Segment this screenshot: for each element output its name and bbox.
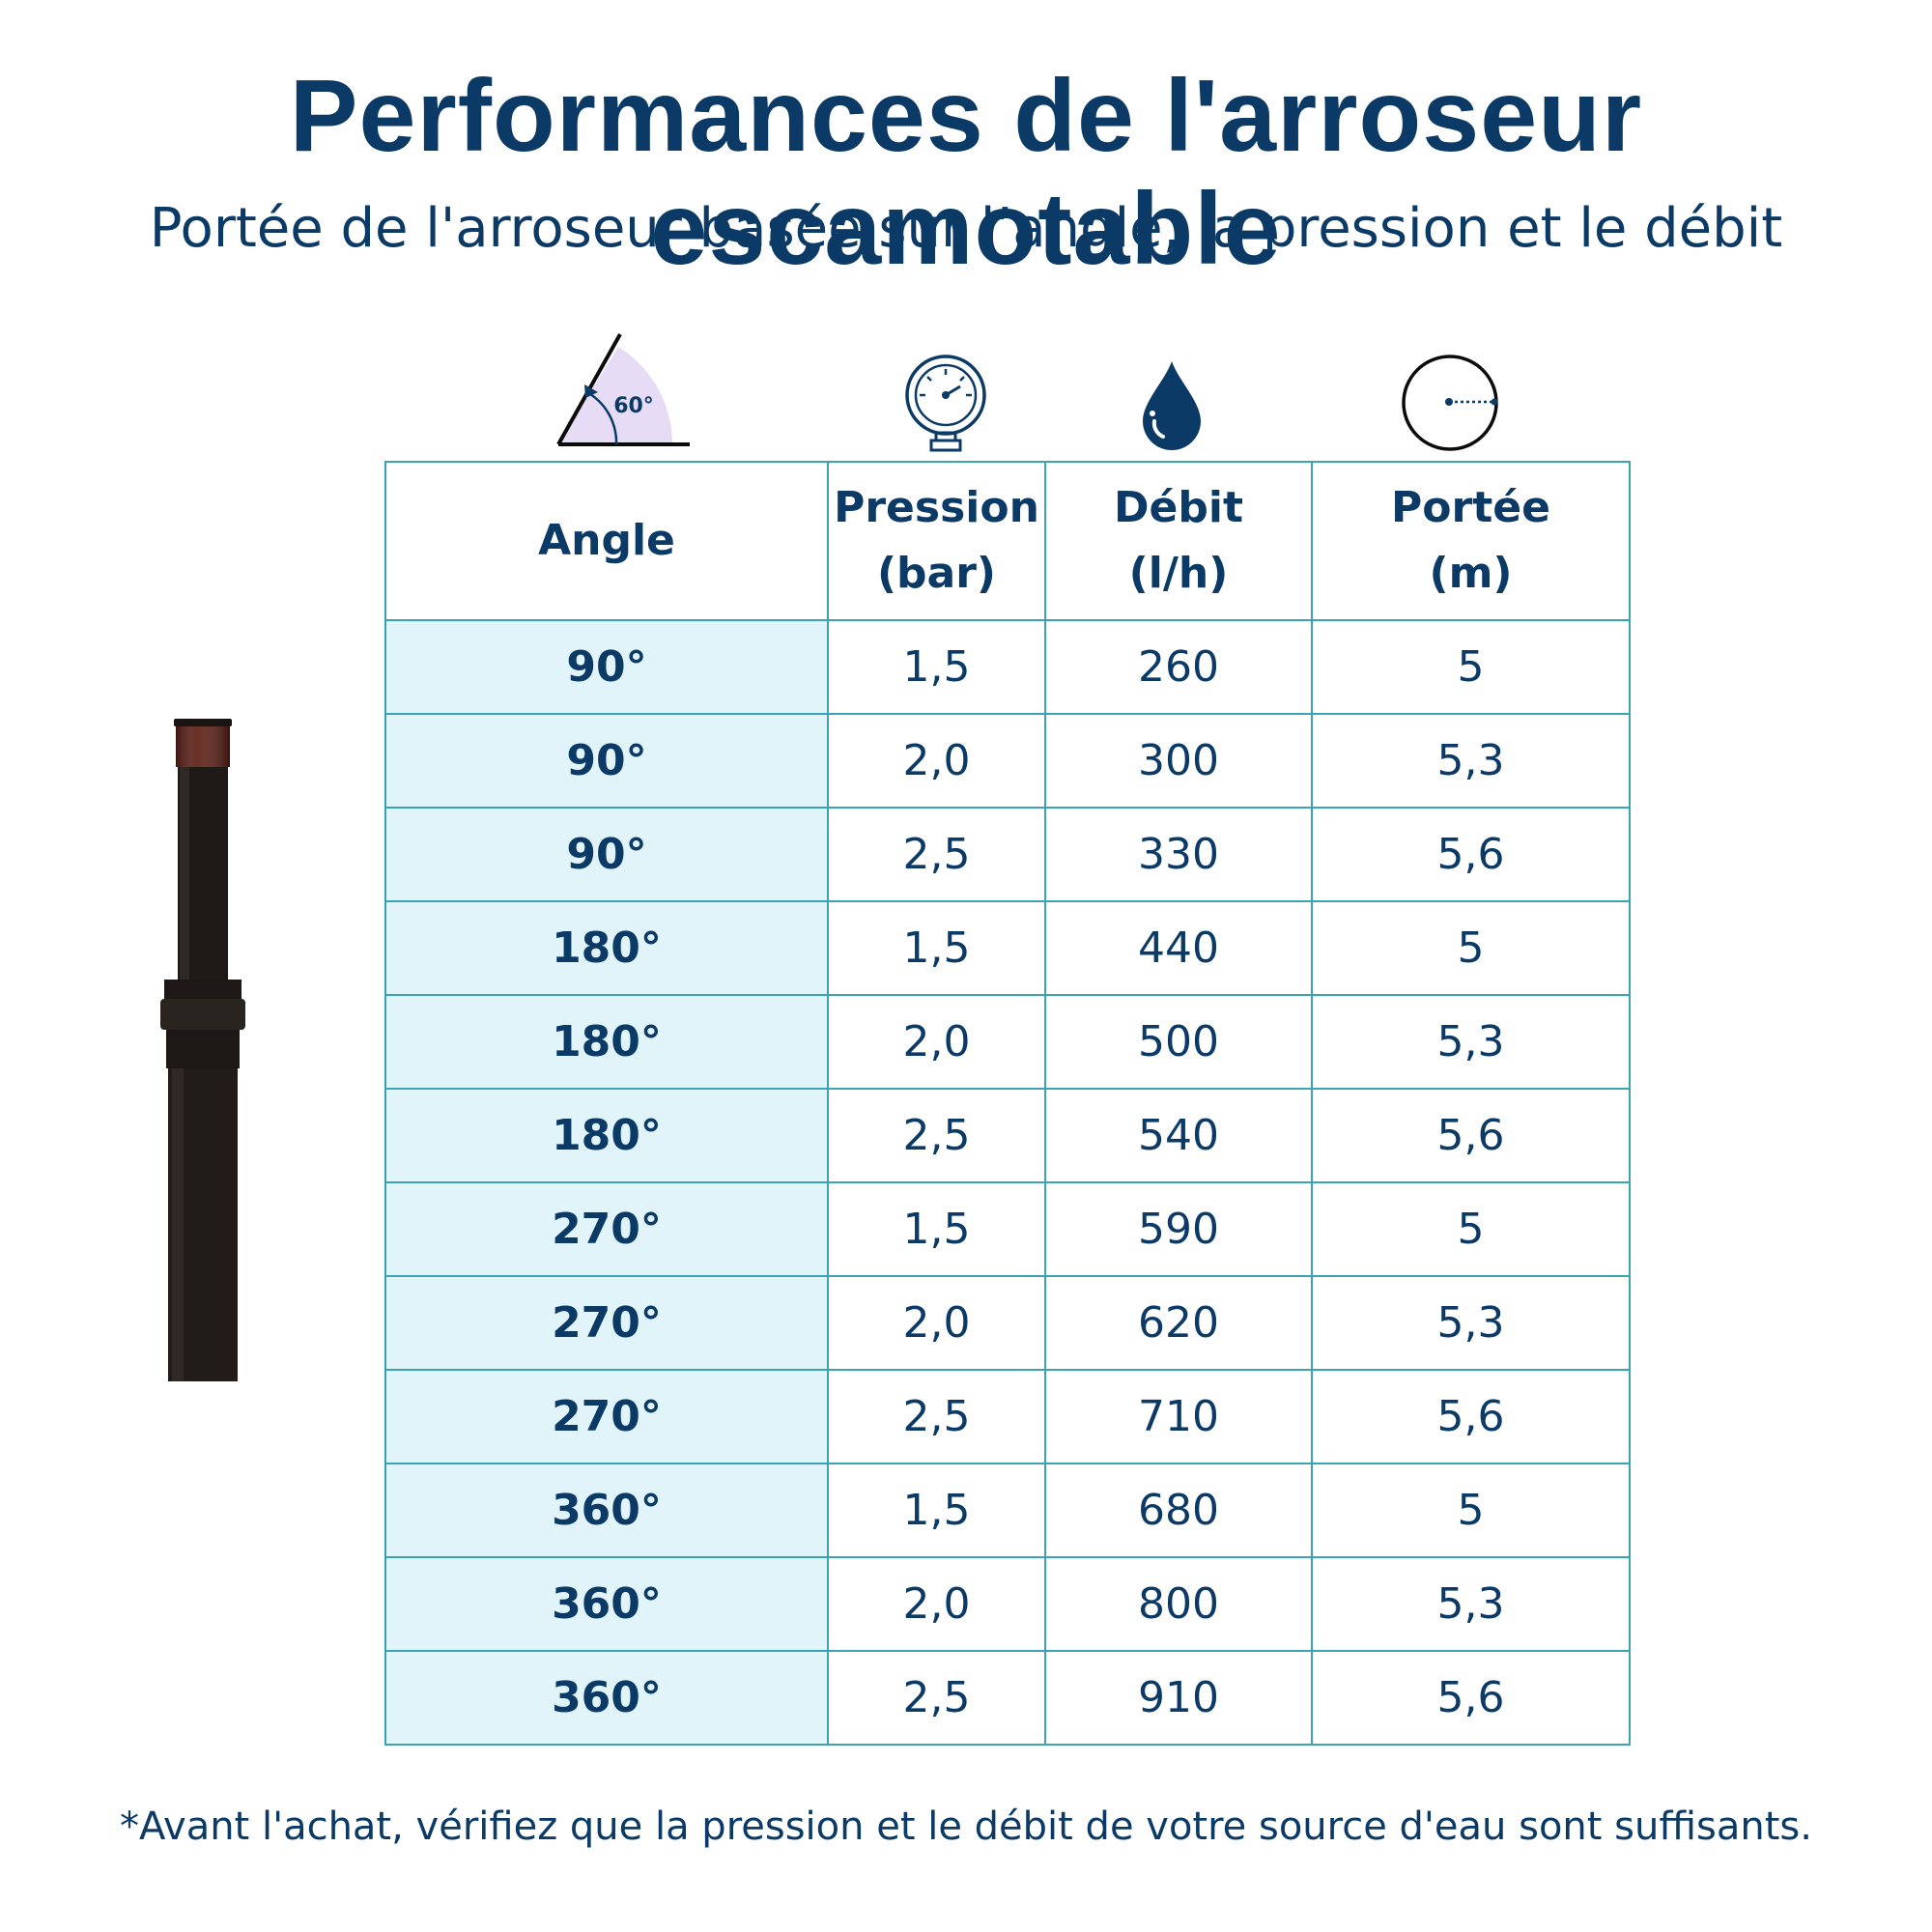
- header-pressure-line2: (bar): [876, 549, 997, 598]
- cell-flow: 590: [1044, 1181, 1313, 1277]
- header-angle: Angle: [384, 461, 829, 621]
- cell-range: 5: [1311, 1181, 1631, 1277]
- cell-range: 5,3: [1311, 1556, 1631, 1652]
- table-row: 270° 2,5 710 5,6: [384, 1369, 1631, 1464]
- cell-angle: 90°: [384, 807, 829, 902]
- cell-pressure: 1,5: [827, 1181, 1046, 1277]
- table-row: 90° 2,5 330 5,6: [384, 807, 1631, 902]
- cell-angle: 180°: [384, 1088, 829, 1183]
- cell-pressure: 2,5: [827, 807, 1046, 902]
- cell-range: 5,6: [1311, 1088, 1631, 1183]
- page-title: Performances de l'arroseur escamotable: [289, 59, 1643, 286]
- cell-range: 5,3: [1311, 994, 1631, 1090]
- header-pressure-line1: Pression: [834, 482, 1039, 532]
- cell-pressure: 1,5: [827, 900, 1046, 996]
- cell-pressure: 2,0: [827, 1275, 1046, 1371]
- page-subtitle: Portée de l'arroseur basée sur l’angle, …: [149, 197, 1783, 260]
- table-row: 270° 1,5 590 5: [384, 1181, 1631, 1277]
- cell-range: 5,3: [1311, 1275, 1631, 1371]
- radius-circle-icon: [1402, 355, 1498, 451]
- cell-angle: 180°: [384, 900, 829, 996]
- table-row: 180° 1,5 440 5: [384, 900, 1631, 996]
- cell-angle: 180°: [384, 994, 829, 1090]
- cell-flow: 300: [1044, 713, 1313, 809]
- cell-range: 5,6: [1311, 1369, 1631, 1464]
- water-drop-icon: [1143, 361, 1201, 450]
- cell-range: 5: [1311, 619, 1631, 715]
- header-flow: Débit (l/h): [1044, 461, 1313, 621]
- cell-pressure: 1,5: [827, 1463, 1046, 1558]
- cell-pressure: 2,5: [827, 1088, 1046, 1183]
- cell-angle: 360°: [384, 1650, 829, 1746]
- cell-angle: 360°: [384, 1556, 829, 1652]
- cell-flow: 260: [1044, 619, 1313, 715]
- cell-range: 5,3: [1311, 713, 1631, 809]
- cell-range: 5: [1311, 900, 1631, 996]
- header-flow-line2: (l/h): [1128, 549, 1229, 598]
- cell-flow: 500: [1044, 994, 1313, 1090]
- table-row: 360° 1,5 680 5: [384, 1463, 1631, 1558]
- cell-flow: 910: [1044, 1650, 1313, 1746]
- table-row: 90° 2,0 300 5,3: [384, 713, 1631, 809]
- cell-range: 5,6: [1311, 807, 1631, 902]
- table-row: 180° 2,5 540 5,6: [384, 1088, 1631, 1183]
- table-row: 90° 1,5 260 5: [384, 619, 1631, 715]
- header-range: Portée (m): [1311, 461, 1631, 621]
- cell-flow: 330: [1044, 807, 1313, 902]
- table-row: 180° 2,0 500 5,3: [384, 994, 1631, 1090]
- cell-range: 5,6: [1311, 1650, 1631, 1746]
- cell-angle: 270°: [384, 1275, 829, 1371]
- cell-flow: 710: [1044, 1369, 1313, 1464]
- cell-angle: 270°: [384, 1181, 829, 1277]
- cell-angle: 90°: [384, 619, 829, 715]
- cell-pressure: 2,0: [827, 1556, 1046, 1652]
- cell-pressure: 1,5: [827, 619, 1046, 715]
- cell-pressure: 2,5: [827, 1369, 1046, 1464]
- header-range-line1: Portée: [1391, 482, 1550, 532]
- cell-pressure: 2,5: [827, 1650, 1046, 1746]
- pressure-gauge-icon: [905, 355, 986, 452]
- cell-flow: 620: [1044, 1275, 1313, 1371]
- table-header-row: Angle Pression (bar) Débit (l/h) Portée (m): [384, 461, 1631, 621]
- cell-flow: 540: [1044, 1088, 1313, 1183]
- cell-angle: 90°: [384, 713, 829, 809]
- table-row: 360° 2,5 910 5,6: [384, 1650, 1631, 1746]
- cell-pressure: 2,0: [827, 994, 1046, 1090]
- angle-icon: 60°: [556, 333, 690, 446]
- cell-range: 5: [1311, 1463, 1631, 1558]
- cell-angle: 360°: [384, 1463, 829, 1558]
- cell-flow: 680: [1044, 1463, 1313, 1558]
- cell-angle: 270°: [384, 1369, 829, 1464]
- cell-pressure: 2,0: [827, 713, 1046, 809]
- header-range-line2: (m): [1429, 549, 1513, 598]
- cell-flow: 800: [1044, 1556, 1313, 1652]
- table-row: 360° 2,0 800 5,3: [384, 1556, 1631, 1652]
- angle-icon-label: 60°: [613, 394, 654, 418]
- header-pressure: Pression (bar): [827, 461, 1046, 621]
- header-flow-line1: Débit: [1114, 482, 1243, 532]
- cell-flow: 440: [1044, 900, 1313, 996]
- table-row: 270° 2,0 620 5,3: [384, 1275, 1631, 1371]
- pop-up-sprinkler-image: [160, 719, 245, 1381]
- header-angle-line1: Angle: [538, 515, 675, 565]
- performance-table: Angle Pression (bar) Débit (l/h) Portée (m)…: [384, 461, 1631, 1746]
- footer-note: *Avant l'achat, vérifiez que la pression…: [120, 1804, 1812, 1849]
